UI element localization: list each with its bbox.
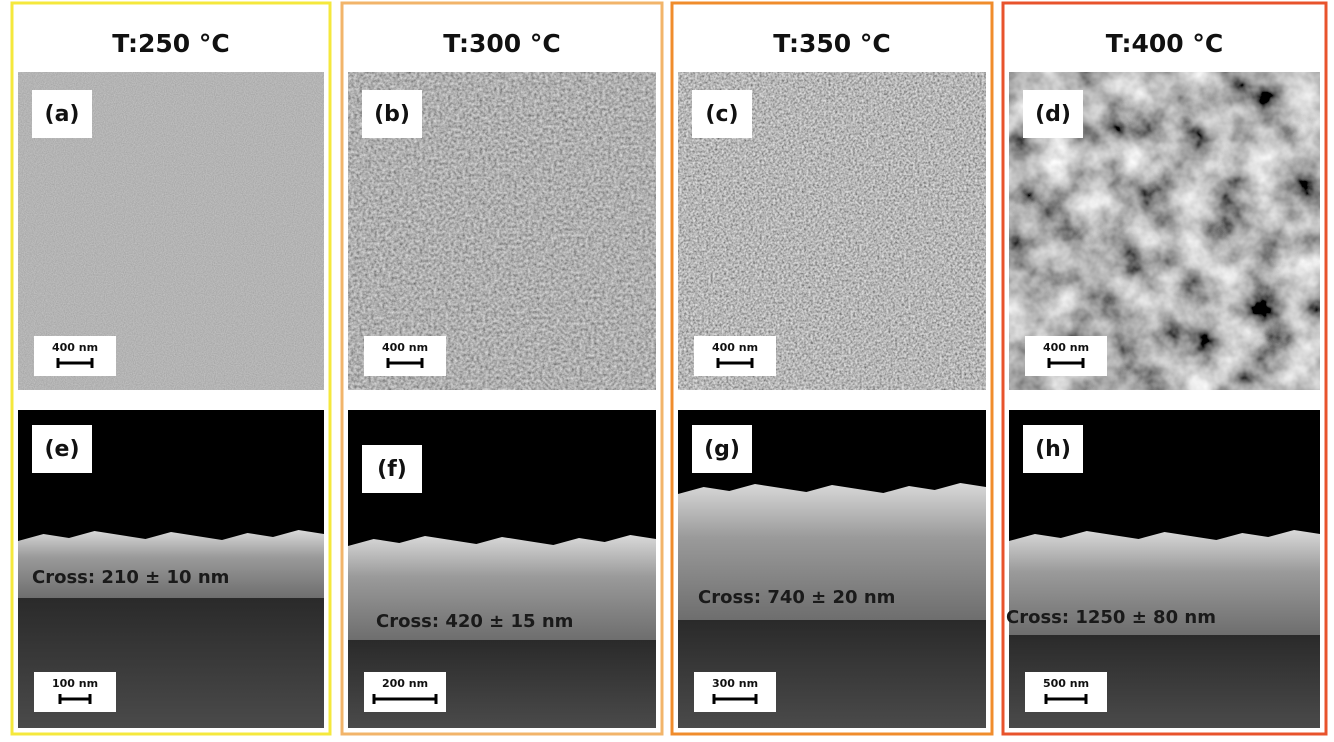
label-box — [32, 425, 92, 473]
label-box — [692, 90, 752, 138]
label-box — [692, 425, 752, 473]
scale-box — [364, 336, 446, 376]
scale-bar — [1044, 694, 1088, 704]
panel-label: (a) — [45, 102, 80, 127]
scale-box — [694, 672, 776, 712]
scale-text: 400 nm — [712, 341, 758, 354]
scale-box — [364, 672, 446, 712]
film-layer — [348, 535, 656, 640]
column-title: T:250 °C — [112, 29, 229, 58]
label-box — [362, 445, 422, 493]
scale-bar — [386, 358, 424, 368]
scale-box — [1025, 672, 1107, 712]
panel-label: (g) — [704, 437, 740, 462]
scale-text: 400 nm — [52, 341, 98, 354]
panel-label: (b) — [374, 102, 410, 127]
cross-section-thickness: Cross: 740 ± 20 nm — [698, 587, 895, 608]
panel-border — [1001, 1, 1328, 736]
scale-text: 400 nm — [1043, 341, 1089, 354]
scale-bar — [716, 358, 754, 368]
cross-section-thickness: Cross: 210 ± 10 nm — [32, 567, 229, 588]
film-layer — [678, 483, 986, 620]
label-box — [1023, 425, 1083, 473]
scale-box — [34, 336, 116, 376]
scale-text: 500 nm — [1043, 677, 1089, 690]
panel-label: (h) — [1035, 437, 1071, 462]
film-layer — [18, 530, 324, 598]
scale-box — [1025, 336, 1107, 376]
cross-section-thickness: Cross: 1250 ± 80 nm — [1006, 607, 1216, 628]
scale-bar — [56, 358, 94, 368]
scale-text: 400 nm — [382, 341, 428, 354]
panel-border — [10, 1, 332, 736]
label-box — [362, 90, 422, 138]
label-box — [32, 90, 92, 138]
cross-section-thickness: Cross: 420 ± 15 nm — [376, 611, 573, 632]
panel-label: (e) — [44, 437, 79, 462]
panel-label: (c) — [705, 102, 738, 127]
scale-text: 200 nm — [382, 677, 428, 690]
column-title: T:300 °C — [443, 29, 560, 58]
panel-label: (f) — [377, 457, 407, 482]
panel-border — [670, 1, 994, 736]
scale-box — [694, 336, 776, 376]
panel-label: (d) — [1035, 102, 1071, 127]
column-title: T:350 °C — [773, 29, 890, 58]
scale-bar — [712, 694, 758, 704]
column-title: T:400 °C — [1106, 29, 1223, 58]
scale-bar — [1047, 358, 1085, 368]
scale-box — [34, 672, 116, 712]
scale-text: 100 nm — [52, 677, 98, 690]
scale-bar — [58, 694, 92, 704]
film-layer — [1009, 530, 1320, 635]
scale-text: 300 nm — [712, 677, 758, 690]
panel-border — [340, 1, 664, 736]
scale-bar — [372, 694, 438, 704]
label-box — [1023, 90, 1083, 138]
